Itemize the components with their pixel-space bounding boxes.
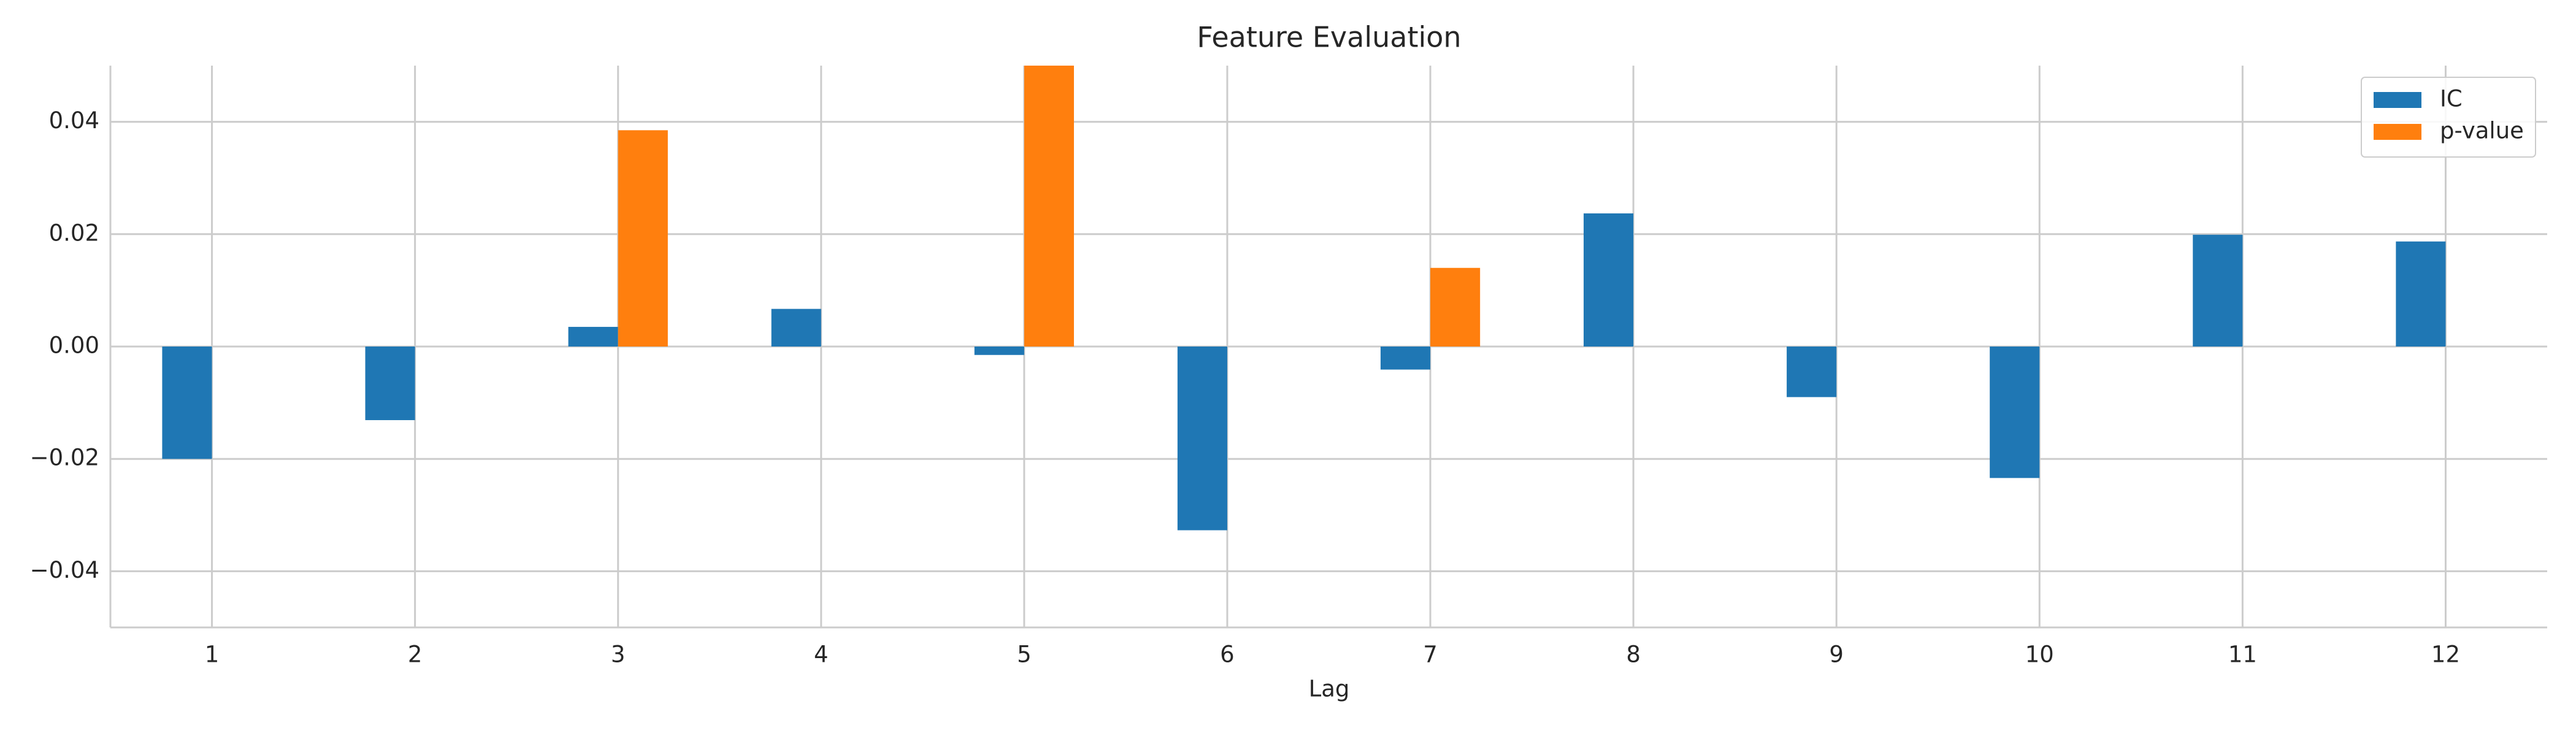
bar [162,347,212,459]
x-tick-label: 9 [1829,642,1844,668]
x-tick-label: 2 [408,642,423,668]
y-tick-label: 0.04 [49,107,99,134]
x-tick-label: 5 [1017,642,1032,668]
bar [1990,347,2040,478]
x-tick-label: 8 [1626,642,1641,668]
bar [1024,66,1074,347]
bar [568,326,618,347]
bar [2193,234,2243,347]
legend-label: IC [2440,86,2463,112]
x-tick-label: 1 [205,642,220,668]
x-tick-label: 6 [1220,642,1235,668]
x-tick-label: 3 [611,642,626,668]
bar [1787,347,1837,397]
chart-title: Feature Evaluation [1197,21,1461,54]
y-tick-label: −0.04 [30,557,99,583]
y-tick-label: 0.02 [49,220,99,246]
bar [974,347,1024,355]
y-tick-label: −0.02 [30,445,99,471]
bar [1584,213,1634,347]
x-tick-label: 4 [814,642,829,668]
bar [771,309,821,347]
x-tick-label: 10 [2025,642,2054,668]
legend-swatch [2374,92,2421,108]
x-tick-label: 12 [2431,642,2460,668]
legend-swatch [2374,124,2421,140]
bar [1177,347,1227,531]
bar [2396,241,2446,347]
x-tick-label: 7 [1423,642,1438,668]
bar [1380,347,1431,370]
bar [365,347,415,420]
bar [618,130,668,347]
legend-label: p-value [2440,118,2524,144]
x-axis-label: Lag [1309,676,1350,702]
x-tick-label: 11 [2228,642,2257,668]
bar [1430,267,1481,347]
y-tick-label: 0.00 [49,332,99,359]
